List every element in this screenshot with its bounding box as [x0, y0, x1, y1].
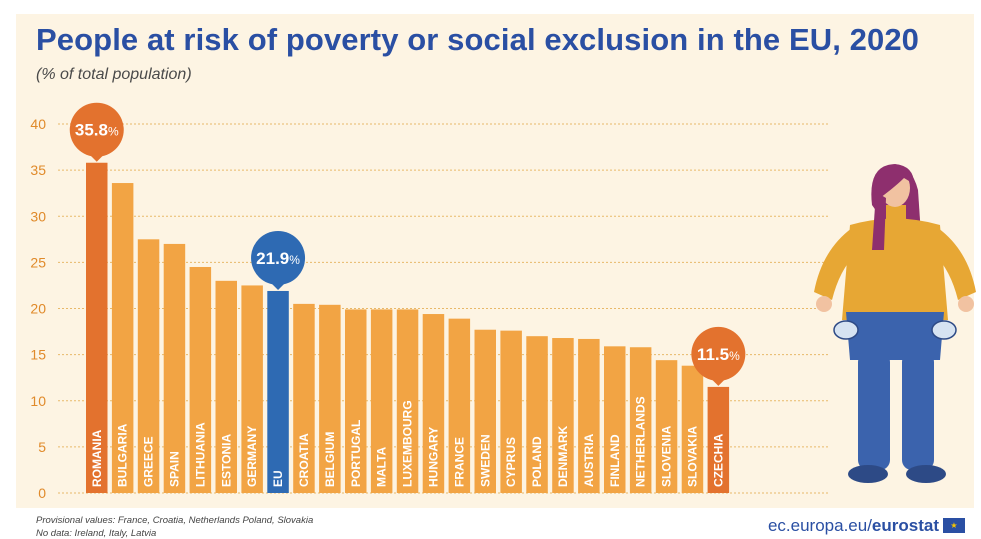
footnote-provisional: Provisional values: France, Croatia, Net…: [36, 515, 314, 526]
callout-value-label: 35.8%: [75, 121, 119, 140]
chart-title: People at risk of poverty or social excl…: [36, 22, 920, 57]
chart-subtitle: (% of total population): [36, 66, 192, 83]
bar: [552, 338, 574, 493]
category-label: POLAND: [530, 436, 544, 487]
bar: [189, 266, 212, 493]
y-tick-label: 20: [30, 301, 46, 317]
category-label: CYPRUS: [504, 437, 518, 487]
category-label: EU: [271, 470, 285, 487]
category-label: CROATIA: [297, 433, 311, 487]
bar: [267, 290, 289, 493]
bar: [396, 309, 419, 493]
person-illustration: [814, 164, 976, 483]
callout-bubble: [251, 230, 306, 285]
bar: [474, 329, 496, 493]
category-label: GERMANY: [245, 426, 259, 487]
category-label: SWEDEN: [478, 434, 492, 487]
bar: [448, 318, 471, 493]
category-label: AUSTRIA: [582, 433, 596, 487]
bar: [215, 280, 237, 493]
callout-value-label: 11.5%: [697, 345, 740, 364]
bar: [629, 347, 652, 493]
category-label: LUXEMBOURG: [401, 400, 415, 487]
source-link[interactable]: ec.europa.eu/eurostat: [768, 516, 939, 536]
category-label: ROMANIA: [90, 429, 104, 487]
bar: [500, 330, 522, 493]
category-label: HUNGARY: [426, 427, 440, 487]
bar: [137, 239, 160, 493]
callout-value-label: 21.9%: [256, 249, 300, 268]
category-label: SPAIN: [167, 451, 181, 487]
bar: [707, 386, 730, 493]
bar: [111, 183, 134, 494]
source-domain: ec.europa.eu/: [767, 516, 872, 535]
eu-flag-icon: ★: [943, 518, 965, 533]
bar: [422, 314, 445, 493]
y-tick-label: 35: [30, 162, 46, 178]
category-label: DENMARK: [556, 425, 570, 487]
category-label: NETHERLANDS: [634, 396, 648, 487]
bar: [681, 365, 704, 493]
y-tick-label: 0: [38, 485, 46, 501]
category-label: GREECE: [142, 436, 156, 487]
y-tick-label: 10: [30, 393, 46, 409]
callout-bubble: [69, 102, 124, 157]
footnote-no-data: No data: Ireland, Italy, Latvia: [36, 528, 157, 539]
bar: [578, 338, 600, 493]
bar: [526, 336, 548, 493]
bar: [370, 309, 393, 493]
source-brand: eurostat: [871, 516, 939, 535]
bar: [604, 346, 626, 493]
bar: [163, 243, 186, 493]
bar: [655, 360, 678, 493]
bar: [293, 303, 315, 493]
y-tick-label: 40: [30, 116, 46, 132]
category-label: SLOVENIA: [660, 425, 674, 487]
y-tick-label: 30: [30, 208, 46, 224]
bar: [86, 162, 108, 493]
category-label: PORTUGAL: [349, 420, 363, 487]
category-label: SLOVAKIA: [685, 426, 699, 487]
bar: [345, 309, 367, 493]
category-label: BULGARIA: [116, 423, 130, 487]
bar: [319, 304, 341, 493]
category-label: MALTA: [375, 446, 389, 487]
category-label: FINLAND: [608, 434, 622, 487]
category-label: LITHUANIA: [193, 422, 207, 487]
category-label: CZECHIA: [711, 433, 725, 487]
bar: [241, 285, 263, 493]
category-label: ESTONIA: [219, 434, 233, 487]
category-label: FRANCE: [452, 437, 466, 487]
callout-bubble: [691, 326, 746, 381]
y-tick-label: 25: [30, 254, 46, 270]
y-tick-label: 15: [30, 347, 46, 363]
y-tick-label: 5: [38, 439, 46, 455]
category-label: BELGIUM: [323, 432, 337, 487]
